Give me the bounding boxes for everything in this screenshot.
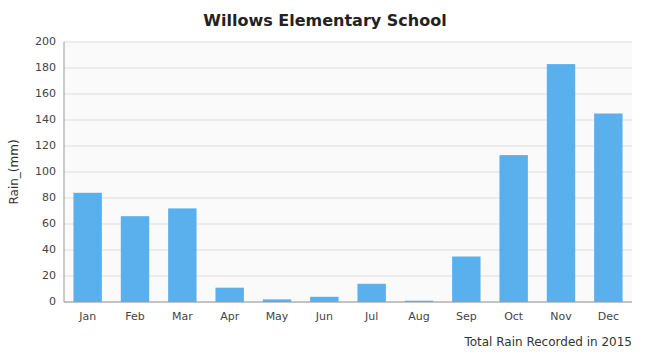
x-tick-label: Dec	[598, 310, 619, 323]
x-tick-label: Jun	[315, 310, 333, 323]
grid	[64, 42, 632, 302]
bar	[73, 193, 101, 302]
y-tick-label: 100	[35, 165, 56, 178]
x-axis-label: Total Rain Recorded in 2015	[463, 335, 632, 349]
bar	[310, 297, 338, 302]
y-tick-label: 40	[42, 243, 56, 256]
bar	[215, 288, 243, 302]
y-ticks: 0 20 40 60 80 100 120 140 160 180 200	[35, 35, 56, 308]
y-tick-label: 80	[42, 191, 56, 204]
title: Willows Elementary School	[203, 11, 446, 30]
grid-line	[64, 302, 632, 303]
grid-line	[64, 42, 632, 43]
x-tick-label: Oct	[504, 310, 524, 323]
x-tick-label: May	[266, 310, 289, 323]
bar	[357, 284, 385, 302]
y-axis-label: Rain_(mm)	[7, 139, 21, 204]
page: {"chart_data": {"type": "bar", "title": …	[0, 0, 650, 360]
bar	[168, 208, 196, 302]
x-tick-label: Feb	[125, 310, 144, 323]
x-tick-label: Apr	[220, 310, 240, 323]
bar	[594, 114, 622, 303]
y-tick-label: 180	[35, 61, 56, 74]
x-tick-label: Aug	[408, 310, 429, 323]
y-tick-label: 0	[49, 295, 56, 308]
y-tick-label: 160	[35, 87, 56, 100]
bar	[452, 257, 480, 303]
x-tick-label: Jan	[78, 310, 96, 323]
y-tick-label: 120	[35, 139, 56, 152]
x-tick-label: Mar	[172, 310, 193, 323]
x-axis-line	[64, 302, 632, 303]
plot-area	[64, 42, 632, 302]
y-tick-label: 200	[35, 35, 56, 48]
y-tick-label: 140	[35, 113, 56, 126]
bar	[547, 64, 575, 302]
y-tick-label: 60	[42, 217, 56, 230]
y-axis-line	[64, 42, 65, 302]
x-ticks: Jan Feb Mar Apr May Jun Jul Aug Sep Oct Nov Dec	[78, 310, 619, 323]
x-tick-label: Nov	[550, 310, 572, 323]
bars	[73, 64, 622, 302]
x-tick-label: Sep	[456, 310, 477, 323]
chart: 0 20 40 60 80 100 120 140 160 180 200 Jan Feb Mar Apr M…	[0, 0, 650, 360]
x-tick-label: Jul	[364, 310, 378, 323]
bar	[121, 216, 149, 302]
bar	[499, 155, 527, 302]
y-tick-label: 20	[42, 269, 56, 282]
